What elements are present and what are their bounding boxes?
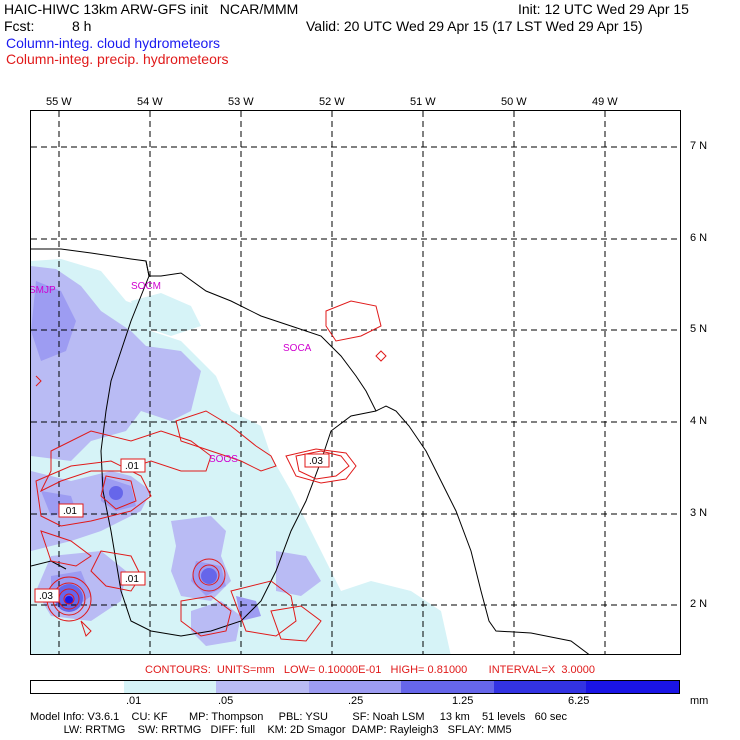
colorbar [30,680,680,694]
lon-label: 53 W [228,96,254,108]
model-info-line1: Model Info: V3.6.1 CU: KF MP: Thompson P… [30,711,567,723]
field-precip-title: Column-integ. precip. hydrometeors [6,51,229,67]
fcst-label: Fcst: [4,18,35,34]
colorbar-swatch [586,681,680,693]
lon-label: 52 W [319,96,345,108]
lat-label: 3 N [690,507,708,519]
init-time: Init: 12 UTC Wed 29 Apr 15 [518,1,689,17]
lat-label: 5 N [690,323,708,335]
map-canvas: .01 .03 .01 .01 .03 SMJP SOCM SOCA SOOS [31,111,680,654]
lon-label: 55 W [46,96,72,108]
map-frame: .01 .03 .01 .01 .03 SMJP SOCM SOCA SOOS [30,110,681,655]
lat-label: 6 N [690,232,708,244]
station-label-socm: SOCM [131,281,161,292]
lat-label: 2 N [690,598,708,610]
colorbar-tick: 6.25 [568,695,590,707]
colorbar-swatch [31,681,124,693]
contour-label: .01 [63,506,77,517]
station-label-smjp: SMJP [31,285,56,296]
colorbar-swatch [216,681,309,693]
colorbar-tick: .05 [218,695,234,707]
lon-label: 51 W [410,96,436,108]
colorbar-unit: mm [690,695,709,707]
field-cloud-title: Column-integ. cloud hydrometeors [6,35,220,51]
lat-label: 7 N [690,140,708,152]
lon-label: 49 W [592,96,618,108]
title-left: HAIC-HIWC 13km ARW-GFS init NCAR/MMM [4,1,299,17]
contour-label: .01 [125,574,139,585]
colorbar-swatch [493,681,587,693]
colorbar-tick: .01 [126,695,142,707]
valid-time: Valid: 20 UTC Wed 29 Apr 15 (17 LST Wed … [306,18,643,34]
lat-lon-grid [31,111,680,654]
colorbar-swatch [308,681,402,693]
contour-labels: .01 .03 .01 .01 .03 [34,453,330,603]
lon-label: 50 W [501,96,527,108]
model-info-line2: LW: RRTMG SW: RRTMG DIFF: full KM: 2D Sm… [30,724,512,736]
lat-label: 4 N [690,415,708,427]
colorbar-tick: .25 [348,695,364,707]
fcst-value: 8 h [72,18,92,34]
cloud-shading-peak [65,596,73,604]
contours-info: CONTOURS: UNITS=mm LOW= 0.10000E-01 HIGH… [145,664,595,676]
colorbar-tick: 1.25 [452,695,474,707]
colorbar-swatch [401,681,494,693]
station-label-soca: SOCA [283,343,312,354]
contour-label: .01 [125,461,139,472]
lon-label: 54 W [137,96,163,108]
contour-label: .03 [309,456,323,467]
station-label-soos: SOOS [209,454,238,465]
colorbar-swatch [123,681,217,693]
station-labels: SMJP SOCM SOCA SOOS [31,281,312,465]
precip-contours [35,300,387,642]
contour-label: .03 [39,591,53,602]
